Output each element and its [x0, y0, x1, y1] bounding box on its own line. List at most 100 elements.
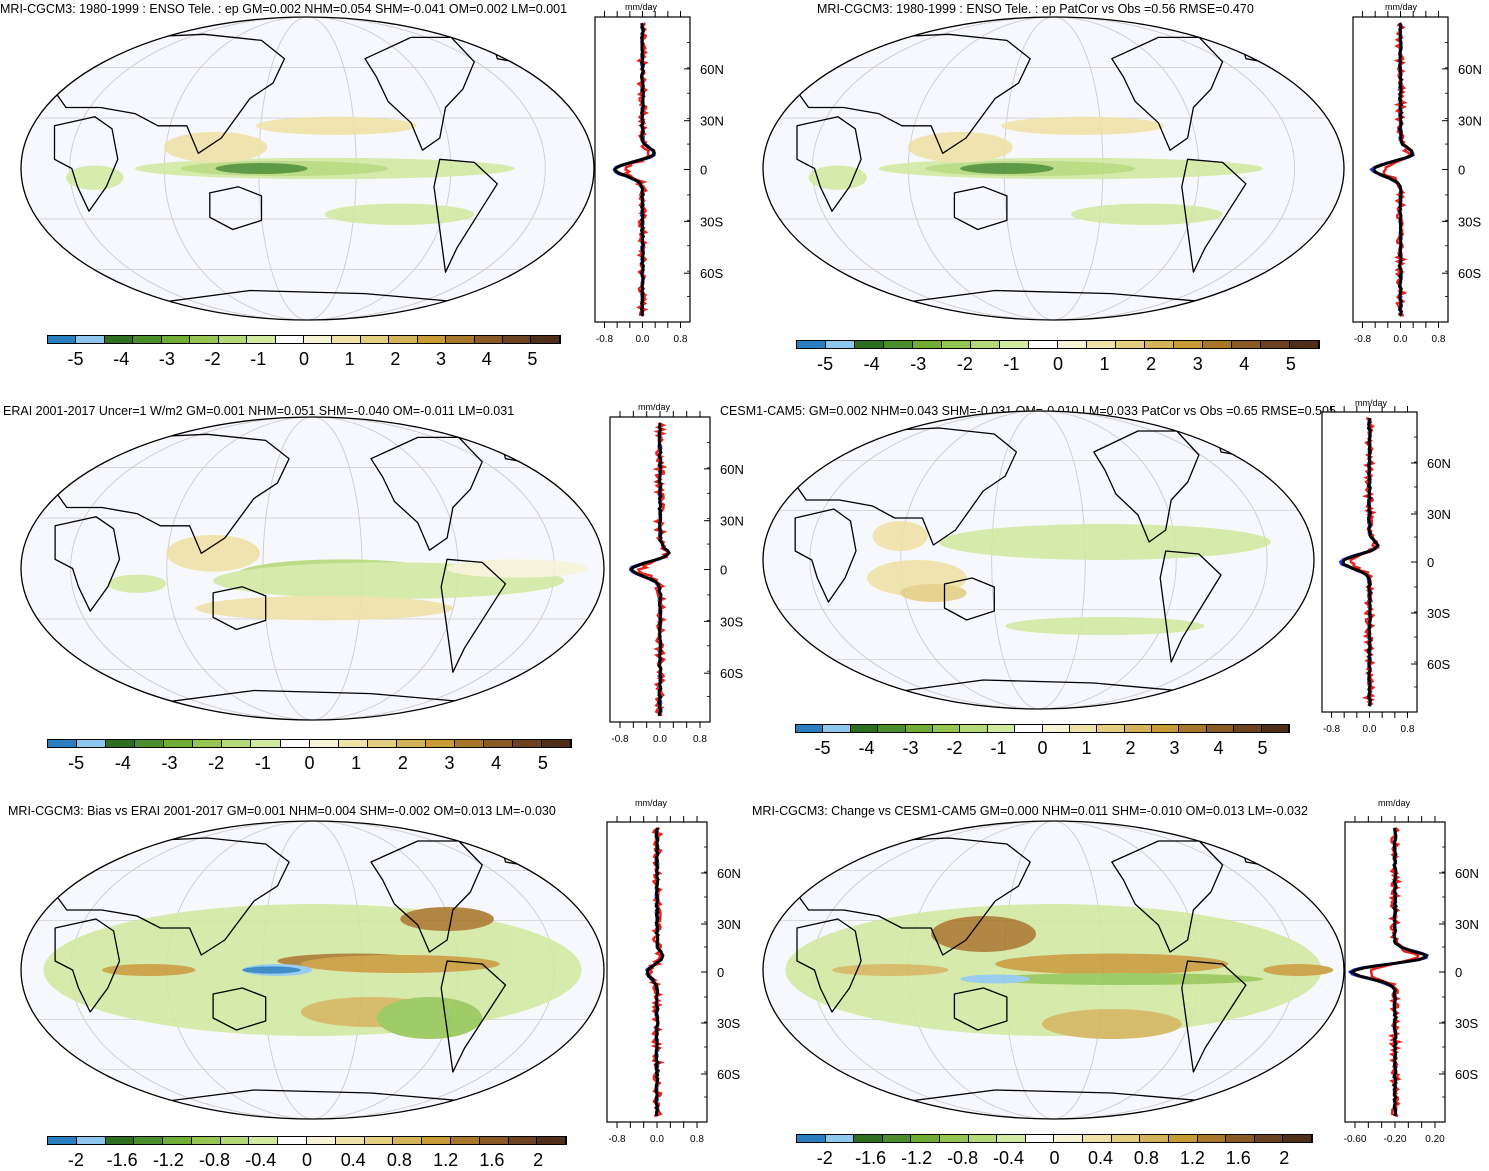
zonal-xtick-label: -0.8 — [608, 1134, 626, 1145]
anomaly-patch — [960, 163, 1054, 174]
colorbar-label: -3 — [910, 354, 927, 374]
lat-label: 30S — [700, 214, 723, 229]
anomaly-patch — [163, 131, 268, 163]
africa-coastline — [53, 116, 119, 212]
colorbar-label: 3 — [444, 753, 455, 773]
colorbar-label: -2 — [204, 349, 221, 369]
zonal-xtick-label: -0.8 — [611, 734, 629, 745]
colorbar-swatch — [503, 336, 532, 343]
lat-label: 30S — [1427, 606, 1450, 621]
colorbar-swatch — [1069, 725, 1098, 732]
africa-coastline — [54, 918, 121, 1013]
colorbar-swatch — [513, 740, 543, 747]
lat-label: 60S — [717, 1067, 740, 1082]
colorbar-label: 5 — [1257, 738, 1268, 758]
anomaly-patch — [215, 163, 308, 174]
lat-label: 60N — [1455, 866, 1479, 881]
colorbar-swatch — [1174, 341, 1203, 348]
colorbar-swatch — [796, 725, 824, 732]
colorbar-label: 3 — [1192, 354, 1203, 374]
colorbar-swatch — [364, 1137, 394, 1144]
colorbar-label: 2 — [390, 349, 401, 369]
lat-label: 0 — [1455, 965, 1462, 980]
zonal-xtick-label: 0.8 — [1401, 724, 1415, 735]
colorbar-label: 0.4 — [1087, 1148, 1113, 1168]
colorbar-swatch — [307, 1137, 336, 1144]
colorbar-swatch — [104, 336, 134, 343]
south-america-coastline — [1181, 960, 1247, 1073]
lat-label: 30N — [1458, 114, 1482, 129]
lat-label: 30N — [700, 114, 724, 129]
colorbar-boxes — [47, 1136, 567, 1145]
colorbar-swatch — [1087, 341, 1116, 348]
colorbar-swatch — [220, 1137, 250, 1144]
colorbar-swatch — [191, 1137, 221, 1144]
colorbar-label: 0 — [1049, 1148, 1060, 1168]
zonal-xtick-label: 0.0 — [650, 1134, 664, 1145]
colorbar-swatch — [942, 341, 971, 348]
colorbar-swatch — [479, 1137, 509, 1144]
colorbar-label: 2 — [1125, 738, 1136, 758]
lat-label: 0 — [700, 163, 707, 178]
colorbar-label: -1.6 — [855, 1148, 887, 1168]
zonal-unit: mm/day — [625, 2, 658, 12]
lat-label: 60N — [1427, 456, 1451, 471]
longitude-line — [811, 17, 1296, 320]
colorbar-swatch — [105, 1137, 135, 1144]
colorbar-label: 2 — [1146, 354, 1157, 374]
lat-label: 30N — [717, 917, 741, 932]
colorbar-swatch — [826, 341, 855, 348]
anomaly-field — [66, 116, 515, 225]
colorbar-swatch — [940, 1135, 969, 1142]
lat-label: 60S — [1427, 657, 1450, 672]
colorbar-swatch — [1234, 725, 1262, 732]
lat-label: 30N — [720, 514, 744, 529]
australia-coastline — [943, 577, 995, 621]
zonal-xtick-label: 0.8 — [690, 1134, 704, 1145]
mean-line — [612, 22, 656, 317]
colorbar-label: 1 — [1099, 354, 1110, 374]
colorbar-boxes — [47, 739, 572, 748]
africa-coastline — [794, 508, 857, 603]
colorbar-label: 4 — [481, 349, 492, 369]
colorbar-swatch — [249, 1137, 279, 1144]
north-america-coastline — [370, 840, 483, 953]
longitude-line — [69, 17, 546, 320]
zonal-xtick-label: -0.8 — [1354, 334, 1372, 345]
colorbar-swatch — [932, 725, 961, 732]
colorbar-swatch — [454, 740, 484, 747]
colorbar-swatch — [396, 740, 426, 747]
zonal-unit: mm/day — [1355, 398, 1388, 408]
colorbar-swatch — [278, 1137, 308, 1144]
colorbar-swatch — [338, 740, 368, 747]
africa-coastline — [796, 116, 862, 212]
colorbar-label: 0.8 — [386, 1150, 412, 1170]
panel-title: MRI-CGCM3: 1980-1999 : ENSO Tele. : ep P… — [817, 2, 1254, 16]
colorbar-label: 1.6 — [479, 1150, 505, 1170]
colorbar: -5 -4 -3 -2 -1 0 1 2 3 4 5 — [47, 739, 572, 773]
north-america-coastline — [364, 36, 475, 151]
colorbar-swatch — [960, 725, 988, 732]
colorbar-swatch — [911, 1135, 941, 1142]
colorbar-label: 4 — [491, 753, 502, 773]
anomaly-patch — [907, 131, 1013, 163]
colorbar-swatch — [309, 740, 339, 747]
colorbar-label: -5 — [814, 738, 831, 758]
colorbar-label: -0.8 — [947, 1148, 979, 1168]
colorbar-swatch — [367, 740, 397, 747]
colorbar-label: -3 — [902, 738, 919, 758]
africa-coastline — [54, 516, 121, 612]
anomaly-patch — [960, 974, 1031, 984]
colorbar-swatch — [474, 336, 503, 343]
colorbar-swatch — [163, 1137, 192, 1144]
zonal-plot: -0.8 0.0 0.8 60N 30N 0 30S 60S — [594, 11, 724, 345]
colorbar-label: 5 — [527, 349, 538, 369]
colorbar-swatch — [1290, 341, 1319, 348]
anomaly-patch — [983, 973, 1264, 985]
anomaly-patch — [255, 116, 417, 135]
colorbar-swatch — [134, 1137, 164, 1144]
panel-title: MRI-CGCM3: Bias vs ERAI 2001-2017 GM=0.0… — [8, 804, 556, 818]
colorbar-swatch — [854, 1135, 883, 1142]
colorbar-swatch — [1140, 1135, 1169, 1142]
colorbar-swatch — [823, 725, 851, 732]
